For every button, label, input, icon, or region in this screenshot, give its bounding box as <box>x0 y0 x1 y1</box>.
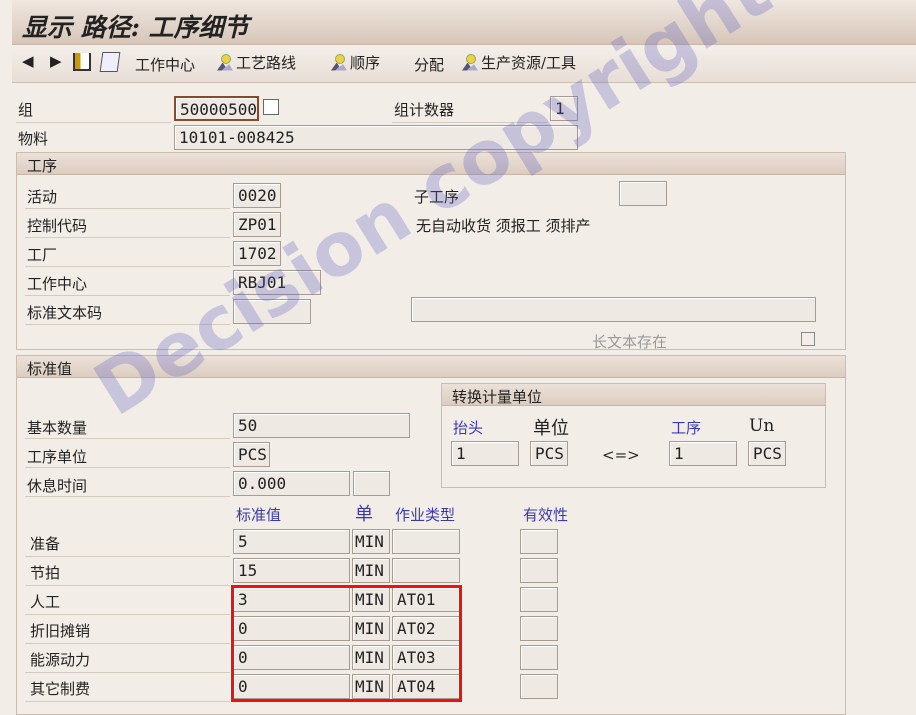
activity-type-field[interactable]: AT03 <box>392 645 460 670</box>
op-unit-label: 工序单位 <box>27 448 88 466</box>
std-value-field[interactable]: 5 <box>233 529 350 554</box>
activity-type-field[interactable]: AT04 <box>392 674 460 699</box>
row-label: 其它制费 <box>30 680 91 698</box>
conv-header-unit-field[interactable]: PCS <box>530 441 568 466</box>
toolbar-work-center[interactable]: 工作中心 <box>135 56 196 74</box>
std-text-field[interactable] <box>233 299 311 324</box>
col-unit: 单 <box>355 504 373 525</box>
std-text-label: 标准文本码 <box>27 304 103 322</box>
conv-un-label: Un <box>749 416 775 436</box>
conv-unit-label: 单位 <box>533 418 569 439</box>
validity-field[interactable] <box>520 558 558 583</box>
base-qty-label: 基本数量 <box>27 419 88 437</box>
sub-operation-field[interactable] <box>619 181 667 206</box>
std-value-field[interactable]: 0 <box>233 674 350 699</box>
work-center-label: 工作中心 <box>27 275 88 293</box>
conv-op-qty-field[interactable]: 1 <box>669 441 737 466</box>
page-title: 显示 路径: 工序细节 <box>22 13 249 42</box>
row-label: 折旧摊销 <box>30 622 91 640</box>
conv-header-qty-field[interactable]: 1 <box>451 441 519 466</box>
operation-description-field[interactable] <box>411 297 816 322</box>
title-bar <box>12 0 916 45</box>
row-label: 准备 <box>30 535 61 553</box>
validity-field[interactable] <box>520 616 558 641</box>
sub-operation-label: 子工序 <box>414 188 460 206</box>
activity-field[interactable]: 0020 <box>233 183 281 208</box>
row-label: 人工 <box>30 593 61 611</box>
op-unit-field[interactable]: PCS <box>233 442 270 467</box>
toolbar-sequence[interactable]: 顺序 <box>330 52 380 73</box>
material-field[interactable]: 10101-008425 <box>174 125 578 150</box>
unit-field[interactable]: MIN <box>352 558 390 583</box>
unit-field[interactable]: MIN <box>352 645 390 670</box>
material-label: 物料 <box>18 130 49 148</box>
hierarchy-icon[interactable] <box>73 53 91 71</box>
unit-field[interactable]: MIN <box>352 587 390 612</box>
unit-field[interactable]: MIN <box>352 616 390 641</box>
col-validity: 有效性 <box>523 506 569 524</box>
long-text-checkbox[interactable] <box>801 332 815 346</box>
group-field[interactable]: 50000500 <box>174 96 259 121</box>
row-label: 能源动力 <box>30 651 91 669</box>
col-std-value: 标准值 <box>236 506 282 524</box>
group-label: 组 <box>18 101 34 119</box>
edit-icon[interactable] <box>99 52 121 72</box>
row-label: 节拍 <box>30 564 61 582</box>
work-center-field[interactable]: RBJ01 <box>233 270 321 295</box>
control-key-field[interactable]: ZP01 <box>233 212 281 237</box>
std-value-field[interactable]: 3 <box>233 587 350 612</box>
control-key-label: 控制代码 <box>27 217 88 235</box>
unit-field[interactable]: MIN <box>352 674 390 699</box>
plant-label: 工厂 <box>27 246 58 264</box>
conv-equals: <=> <box>602 446 640 464</box>
plant-field[interactable]: 1702 <box>233 241 281 266</box>
break-unit-field[interactable] <box>353 471 390 496</box>
activity-type-field[interactable] <box>392 529 460 554</box>
validity-field[interactable] <box>520 587 558 612</box>
copy-icon[interactable] <box>263 99 279 115</box>
long-text-label: 长文本存在 <box>592 333 668 351</box>
activity-type-field[interactable]: AT02 <box>392 616 460 641</box>
operation-group-title: 工序 <box>17 153 845 175</box>
toolbar-routing[interactable]: 工艺路线 <box>216 52 296 73</box>
forward-icon[interactable]: ▶ <box>50 52 62 70</box>
std-value-field[interactable]: 0 <box>233 645 350 670</box>
highlight-box <box>231 585 462 702</box>
group-counter-field[interactable]: 1 <box>550 96 578 121</box>
conversion-group-title: 转换计量单位 <box>442 384 825 406</box>
control-key-description: 无自动收货 须报工 须排产 <box>416 217 591 235</box>
base-qty-field[interactable]: 50 <box>233 413 410 438</box>
toolbar-assignment[interactable]: 分配 <box>414 56 445 74</box>
conv-op-unit-field[interactable]: PCS <box>748 441 786 466</box>
activity-label: 活动 <box>27 188 58 206</box>
conv-header-label: 抬头 <box>453 419 484 437</box>
validity-field[interactable] <box>520 529 558 554</box>
toolbar-prt[interactable]: 生产资源/工具 <box>461 52 576 73</box>
activity-type-field[interactable] <box>392 558 460 583</box>
break-time-label: 休息时间 <box>27 477 88 495</box>
break-time-field[interactable]: 0.000 <box>233 471 350 496</box>
back-icon[interactable]: ◀ <box>22 52 34 70</box>
std-values-group-title: 标准值 <box>17 356 845 378</box>
group-counter-label: 组计数器 <box>394 101 455 119</box>
conversion-group: 转换计量单位 <box>441 383 826 488</box>
person-icon <box>330 53 348 72</box>
unit-field[interactable]: MIN <box>352 529 390 554</box>
validity-field[interactable] <box>520 674 558 699</box>
std-value-field[interactable]: 15 <box>233 558 350 583</box>
std-value-field[interactable]: 0 <box>233 616 350 641</box>
validity-field[interactable] <box>520 645 558 670</box>
col-activity-type: 作业类型 <box>395 506 456 524</box>
person-icon <box>461 53 479 72</box>
person-icon <box>216 53 234 72</box>
conv-op-label: 工序 <box>671 419 702 437</box>
